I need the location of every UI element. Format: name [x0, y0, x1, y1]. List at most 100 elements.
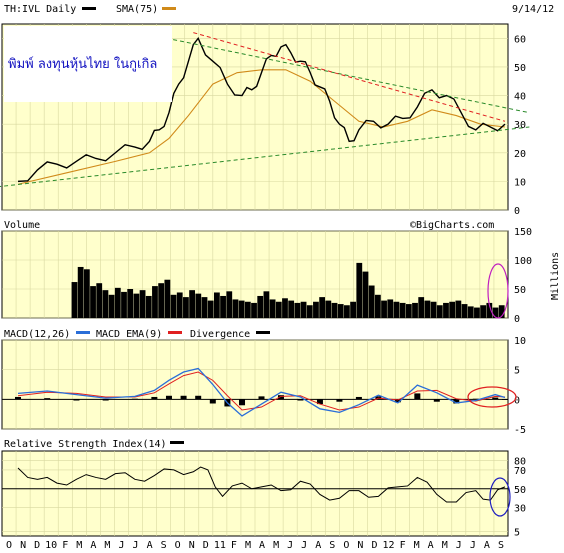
month-tick-label: M [442, 540, 448, 551]
month-tick-label: M [414, 540, 420, 551]
volume-bar [238, 300, 245, 318]
month-tick-label: J [301, 540, 307, 551]
y-tick-label: 0 [514, 314, 520, 325]
annotation-text: พิมพ์ ลงทุนหุ้นไทย ในกูเกิล [8, 56, 157, 72]
divergence-legend-swatch [256, 331, 270, 334]
month-tick-label: O [6, 540, 12, 551]
month-tick-label: M [104, 540, 110, 551]
month-tick-label: A [315, 540, 321, 551]
y-tick-label: 0 [514, 206, 520, 217]
y-tick-label: 20 [514, 149, 526, 160]
divergence-bar [102, 399, 109, 401]
volume-bar [486, 302, 493, 318]
month-tick-label: 11 [214, 540, 226, 551]
month-tick-label: J [287, 540, 293, 551]
series-lines [0, 29, 530, 503]
divergence-bar [336, 399, 343, 402]
volume-bar [102, 290, 109, 318]
volume-bar [77, 266, 84, 318]
month-tick-label: J [456, 540, 462, 551]
month-tick-label: J [118, 540, 124, 551]
y-tick-label: 5 [514, 527, 520, 538]
volume-bar [294, 302, 301, 318]
annotation-box [4, 26, 172, 102]
month-tick-label: 10 [45, 540, 57, 551]
volume-bar [319, 297, 326, 318]
volume-bar [374, 294, 381, 318]
volume-bar [176, 292, 183, 318]
month-tick-label: A [259, 540, 265, 551]
divergence-bar [297, 399, 304, 401]
rsi-legend-swatch [170, 441, 184, 444]
sma-legend-label: SMA(75) [116, 4, 158, 15]
volume-bar [393, 301, 400, 318]
volume-bar [337, 304, 344, 318]
chart-date: 9/14/12 [512, 4, 554, 15]
y-tick-label: -5 [514, 425, 526, 436]
volume-bar [325, 300, 332, 318]
divergence-bar [195, 395, 202, 400]
macd-ema-legend-swatch [168, 331, 182, 334]
volume-bar [145, 295, 152, 318]
macd-legend-swatch [76, 331, 90, 334]
tick-labels: O N D 10 F M A M J J A S O N D 11 F M A M J J A S O N D 12 F M A M J J A S0… [6, 34, 532, 551]
volume-bar [213, 292, 220, 318]
volume-bar [121, 291, 127, 318]
volume-bar [412, 302, 418, 318]
volume-bar [306, 305, 313, 318]
volume-bar [381, 300, 387, 318]
y-tick-label: 0 [514, 395, 520, 406]
month-tick-label: J [133, 540, 139, 551]
month-tick-label: S [161, 540, 167, 551]
sma-legend-swatch [162, 7, 176, 10]
y-tick-label: 50 [514, 485, 526, 496]
month-tick-label: J [470, 540, 476, 551]
volume-bar [313, 301, 319, 318]
volume-bar [183, 297, 189, 318]
divergence-bar [73, 399, 80, 401]
divergence-bar [44, 398, 51, 400]
volume-bar [71, 282, 78, 318]
month-tick-label: M [273, 540, 279, 551]
divergence-bar [394, 399, 401, 403]
divergence-bar [316, 399, 323, 405]
volume-bar [139, 290, 146, 318]
y-tick-label: 30 [514, 504, 526, 515]
divergence-bar [239, 399, 246, 406]
divergence-bar [15, 396, 21, 400]
macd-title: MACD(12,26) [4, 329, 70, 340]
y-tick-label: 5 [514, 366, 520, 377]
month-tick-label: M [245, 540, 251, 551]
rsi-title: Relative Strength Index(14) [4, 439, 167, 450]
month-tick-label: S [329, 540, 335, 551]
rsi-line [17, 466, 506, 503]
volume-bar [362, 271, 369, 318]
volume-bar [436, 305, 443, 318]
volume-bar [170, 294, 177, 318]
volume-bar [430, 301, 437, 318]
y-tick-label: 10 [514, 177, 526, 188]
volume-bar [467, 306, 474, 318]
volume-bar [263, 291, 270, 318]
volume-bars [15, 262, 508, 407]
volume-bar [449, 301, 456, 318]
volume-bar [356, 262, 363, 318]
divergence-bar [355, 396, 362, 400]
rsi-highlight-ellipse [489, 477, 511, 517]
divergence-bar [151, 396, 158, 400]
y-tick-label: 40 [514, 92, 526, 103]
month-tick-label: D [34, 540, 40, 551]
volume-highlight-ellipse [487, 263, 509, 319]
volume-bar [399, 302, 406, 318]
month-tick-label: O [343, 540, 349, 551]
month-tick-label: A [90, 540, 96, 551]
month-tick-label: F [400, 540, 406, 551]
y-tick-label: 50 [514, 285, 526, 296]
price-legend-swatch [82, 7, 96, 10]
month-tick-label: A [428, 540, 434, 551]
volume-title: Volume [4, 220, 40, 231]
volume-bar [344, 305, 350, 318]
month-tick-label: S [498, 540, 504, 551]
volume-bar [257, 295, 264, 318]
